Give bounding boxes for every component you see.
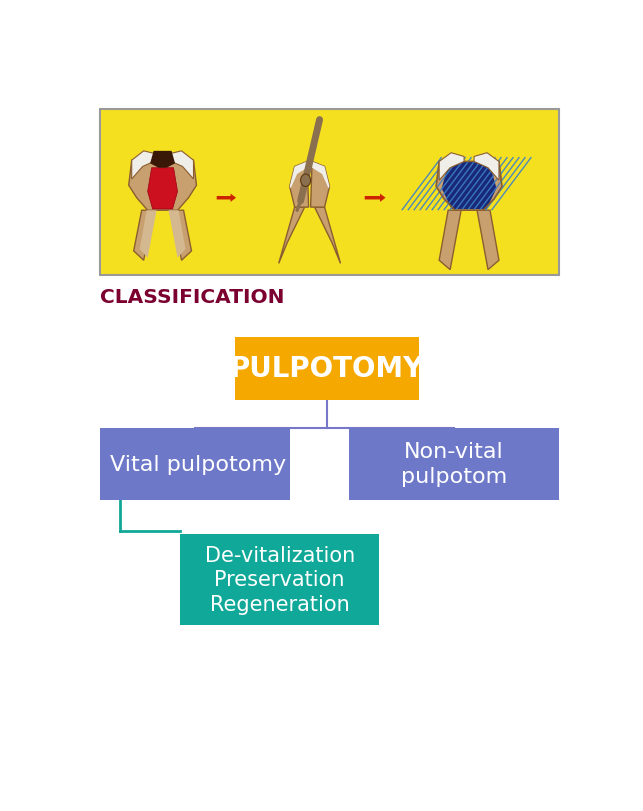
Polygon shape <box>442 162 496 210</box>
Text: Non-vital
pulpotom: Non-vital pulpotom <box>401 442 507 487</box>
Text: De-vitalization
Preservation
Regeneration: De-vitalization Preservation Regeneratio… <box>204 545 355 615</box>
Polygon shape <box>290 162 307 189</box>
Polygon shape <box>439 211 461 270</box>
FancyBboxPatch shape <box>100 428 290 500</box>
Polygon shape <box>168 211 186 259</box>
Polygon shape <box>140 211 157 259</box>
Polygon shape <box>148 169 177 210</box>
FancyBboxPatch shape <box>100 109 559 275</box>
Polygon shape <box>314 208 341 264</box>
Polygon shape <box>474 153 499 181</box>
Text: Vital pulpotomy: Vital pulpotomy <box>111 454 286 474</box>
Polygon shape <box>477 211 499 270</box>
Polygon shape <box>168 152 194 180</box>
Polygon shape <box>150 152 175 169</box>
Polygon shape <box>439 153 464 181</box>
Polygon shape <box>134 211 154 261</box>
Circle shape <box>301 174 311 187</box>
Polygon shape <box>129 161 197 211</box>
Polygon shape <box>311 162 330 208</box>
FancyBboxPatch shape <box>350 428 559 500</box>
Polygon shape <box>278 208 305 264</box>
Text: CLASSIFICATION: CLASSIFICATION <box>100 288 285 307</box>
Text: PULPOTOMY: PULPOTOMY <box>230 355 424 383</box>
Polygon shape <box>290 162 309 208</box>
FancyBboxPatch shape <box>180 534 379 625</box>
Polygon shape <box>132 152 157 180</box>
FancyBboxPatch shape <box>235 337 419 400</box>
Polygon shape <box>312 162 330 189</box>
Polygon shape <box>436 162 502 211</box>
Polygon shape <box>172 211 192 261</box>
